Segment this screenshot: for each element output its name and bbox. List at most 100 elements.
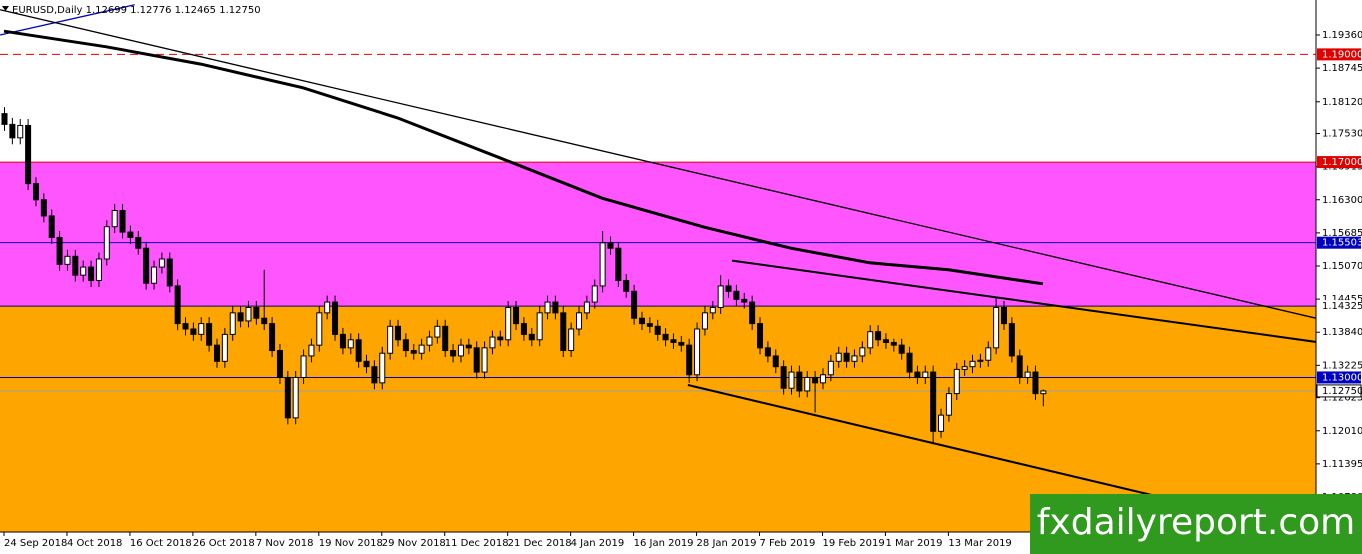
candle-body — [481, 347, 488, 373]
candle-body — [717, 285, 724, 308]
candle-body — [930, 371, 937, 432]
candle-body — [347, 339, 354, 349]
candle-body — [119, 210, 126, 233]
candle-body — [607, 242, 614, 249]
candle-body — [985, 347, 992, 361]
candle-body — [410, 350, 417, 354]
level-label: 1.19000 — [1322, 49, 1362, 60]
candle-body — [450, 350, 457, 357]
candle-body — [591, 285, 598, 303]
candle-body — [513, 306, 520, 325]
x-tick-label: 19 Feb 2019 — [822, 538, 884, 549]
y-tick-label: 1.12625 — [1322, 393, 1362, 404]
y-tick-label: 1.16300 — [1322, 195, 1362, 206]
candle-body — [497, 336, 504, 341]
candle-body — [1000, 306, 1007, 325]
candle-body — [206, 323, 213, 346]
candle-body — [292, 376, 299, 419]
candle-body — [961, 366, 968, 370]
x-tick-label: 16 Jan 2019 — [634, 538, 694, 549]
candle-body — [882, 339, 889, 343]
level-label-box — [1317, 371, 1361, 384]
level-label: 1.15503 — [1322, 238, 1362, 249]
candle-body — [922, 371, 929, 378]
level-label: 1.13000 — [1322, 372, 1362, 383]
y-tick-label: 1.18745 — [1322, 63, 1362, 74]
candle-body — [1008, 323, 1015, 357]
candle-body — [623, 280, 630, 292]
candle-body — [898, 344, 905, 354]
candle-body — [379, 352, 386, 384]
level-label-box — [1317, 236, 1361, 249]
x-tick-label: 4 Oct 2018 — [67, 538, 122, 549]
candle-body — [583, 301, 590, 314]
candle-body — [198, 323, 205, 335]
candle-body — [812, 376, 819, 384]
candle-body — [190, 328, 197, 335]
candle-body — [40, 199, 47, 217]
x-tick-label: 19 Nov 2018 — [319, 538, 383, 549]
x-tick-label: 16 Oct 2018 — [130, 538, 192, 549]
candle-body — [568, 328, 575, 352]
candle-body — [221, 333, 228, 362]
candle-body — [473, 347, 480, 373]
watermark-box — [1030, 494, 1362, 554]
candle-body — [528, 333, 535, 341]
trendline — [731, 259, 1316, 343]
candle-body — [615, 247, 622, 282]
candle-body — [465, 344, 472, 349]
candle-body — [969, 360, 976, 368]
candle-body — [158, 258, 165, 268]
trendline — [0, 9, 1316, 319]
candle-body — [17, 124, 24, 139]
candle-body — [1, 113, 8, 125]
header-icon — [2, 6, 9, 11]
candle-body — [875, 331, 882, 341]
candle-body — [859, 347, 866, 357]
candle-body — [434, 325, 441, 338]
candle-body — [402, 339, 409, 352]
level-label-box — [1316, 384, 1362, 398]
candle-body — [945, 393, 952, 416]
y-tick-label: 1.15070 — [1322, 261, 1362, 272]
candle-body — [135, 236, 142, 249]
candle-body — [324, 301, 331, 314]
candle-body — [725, 285, 732, 292]
level-label-box — [1317, 156, 1361, 169]
x-tick-label: 13 Mar 2019 — [948, 538, 1011, 549]
candle-body — [442, 325, 449, 352]
candle-body — [914, 371, 921, 378]
candle-body — [418, 344, 425, 354]
candle-body — [819, 374, 826, 384]
candle-body — [88, 266, 95, 282]
candle-body — [733, 290, 740, 300]
candle-body — [772, 355, 779, 368]
y-tick-label: 1.19360 — [1322, 30, 1362, 41]
candle-body — [953, 368, 960, 395]
candle-body — [788, 371, 795, 389]
x-tick-label: 24 Sep 2018 — [4, 538, 67, 549]
x-tick-label: 1 Mar 2019 — [885, 538, 942, 549]
candle-body — [395, 325, 401, 341]
candle-body — [111, 210, 118, 228]
candle-body — [544, 301, 551, 314]
candle-body — [151, 266, 158, 284]
candle-body — [64, 255, 71, 265]
x-tick-label: 4 Jan 2019 — [571, 538, 625, 549]
candle-body — [261, 317, 268, 325]
candle-body — [332, 301, 339, 335]
candle-body — [174, 285, 181, 325]
level-label: 1.17000 — [1322, 157, 1362, 168]
candle-body — [9, 123, 16, 139]
candle-body — [300, 355, 307, 378]
trendline — [0, 4, 135, 36]
candle-body — [371, 366, 378, 384]
candle-body — [276, 350, 283, 378]
candle-body — [80, 266, 87, 276]
candle-body — [457, 344, 464, 357]
candle-body — [213, 344, 220, 362]
candle-body — [552, 301, 559, 314]
y-tick-label: 1.12010 — [1322, 426, 1362, 437]
candle-body — [505, 306, 512, 341]
candle-body — [182, 323, 189, 330]
